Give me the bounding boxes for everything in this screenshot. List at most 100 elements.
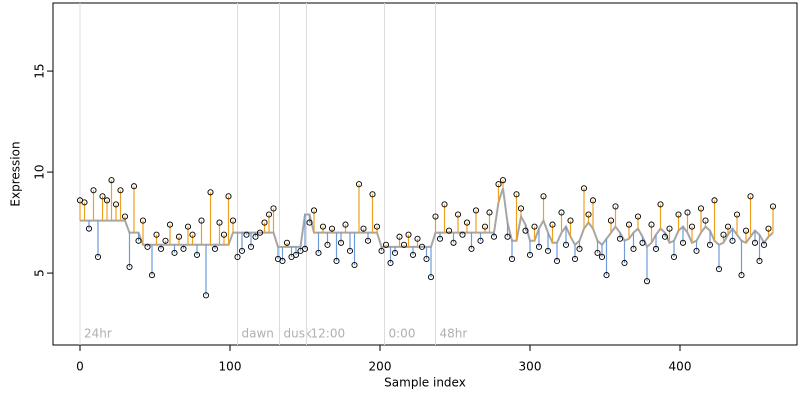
- point: [166, 221, 174, 228]
- point: [319, 223, 327, 230]
- point: [756, 257, 763, 265]
- point: [427, 274, 435, 281]
- point: [697, 205, 705, 212]
- point: [85, 225, 93, 232]
- point: [81, 199, 88, 206]
- point: [144, 243, 151, 250]
- point: [729, 237, 736, 244]
- point: [337, 239, 345, 246]
- point: [216, 219, 223, 226]
- point: [630, 245, 637, 252]
- point: [769, 203, 777, 210]
- point: [333, 257, 340, 265]
- x-axis-title: Sample index: [384, 376, 466, 390]
- point: [675, 211, 682, 218]
- point: [265, 211, 273, 218]
- y-tick-label: 15: [33, 63, 47, 78]
- y-tick-label: 10: [33, 164, 47, 179]
- point: [121, 213, 129, 220]
- annotation: 0:00: [389, 327, 416, 341]
- point: [459, 231, 466, 238]
- point: [688, 223, 696, 230]
- point: [454, 211, 462, 218]
- point: [679, 239, 687, 246]
- plot-frame: [52, 2, 798, 346]
- x-tick-label: 100: [219, 360, 242, 374]
- point: [94, 253, 102, 260]
- point: [625, 221, 633, 228]
- x-tick-label: 200: [369, 360, 392, 374]
- point: [742, 227, 750, 234]
- point: [522, 227, 529, 234]
- point: [477, 237, 484, 244]
- x-tick-label: 400: [669, 360, 692, 374]
- point: [558, 209, 565, 216]
- point: [517, 205, 525, 212]
- point: [171, 249, 178, 256]
- point: [639, 239, 646, 246]
- point: [751, 239, 759, 246]
- point: [162, 237, 169, 244]
- point: [544, 247, 552, 254]
- point: [576, 245, 583, 252]
- annotation: 24hr: [84, 327, 112, 341]
- point: [670, 253, 678, 260]
- point: [175, 233, 183, 240]
- point: [193, 251, 201, 258]
- point: [355, 181, 363, 188]
- point: [234, 253, 241, 260]
- point: [220, 231, 228, 238]
- point: [603, 272, 610, 279]
- point: [508, 255, 516, 262]
- point: [256, 229, 264, 236]
- point: [279, 257, 286, 265]
- point: [99, 193, 106, 200]
- point: [765, 225, 772, 232]
- point: [445, 227, 453, 234]
- point: [324, 241, 331, 248]
- point: [693, 247, 700, 254]
- point: [301, 245, 309, 252]
- point: [202, 292, 210, 299]
- point: [130, 183, 138, 190]
- point: [531, 223, 538, 230]
- point: [594, 249, 601, 256]
- point: [207, 189, 214, 196]
- point: [283, 239, 291, 246]
- point: [139, 217, 147, 224]
- point: [733, 211, 741, 218]
- annotation: dawn: [242, 327, 274, 341]
- point: [661, 233, 669, 240]
- point: [598, 253, 606, 260]
- point: [432, 213, 439, 220]
- point: [360, 225, 367, 232]
- point: [189, 231, 196, 238]
- point: [310, 207, 318, 214]
- point: [409, 251, 417, 258]
- point: [225, 193, 232, 200]
- point: [382, 241, 390, 248]
- point: [112, 201, 120, 208]
- point: [684, 209, 691, 216]
- point: [607, 217, 615, 224]
- point: [648, 221, 655, 228]
- point: [229, 217, 237, 224]
- point: [243, 231, 250, 238]
- point: [504, 233, 511, 240]
- point: [342, 221, 349, 228]
- x-tick-label: 0: [76, 360, 84, 374]
- point: [108, 177, 115, 184]
- point: [436, 235, 444, 242]
- point: [481, 223, 489, 230]
- point: [346, 247, 354, 254]
- point: [396, 233, 403, 240]
- point: [418, 243, 426, 250]
- point: [720, 231, 727, 238]
- point: [180, 245, 187, 252]
- point: [414, 235, 421, 242]
- point: [423, 255, 430, 262]
- x-tick-label: 300: [519, 360, 542, 374]
- point: [715, 265, 723, 273]
- annotation: 12:00: [311, 327, 346, 341]
